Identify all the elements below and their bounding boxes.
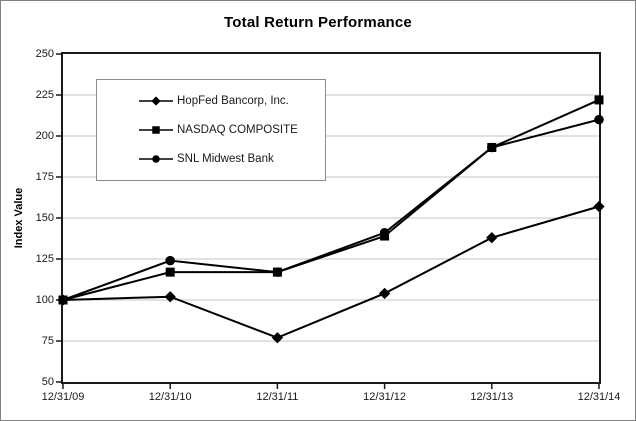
chart-title: Total Return Performance bbox=[224, 14, 412, 31]
y-tick-label: 50 bbox=[41, 376, 54, 388]
x-tick-label: 12/31/12 bbox=[363, 391, 406, 403]
y-tick-label: 200 bbox=[35, 130, 54, 142]
square-marker bbox=[594, 95, 604, 105]
square-marker bbox=[152, 126, 160, 134]
series-line-snl-midwest-bank bbox=[62, 118, 600, 301]
x-tick-label: 12/31/09 bbox=[41, 391, 85, 403]
diamond-marker bbox=[151, 96, 161, 106]
circle-marker bbox=[152, 155, 160, 164]
circle-marker bbox=[594, 114, 604, 125]
y-tick-label: 100 bbox=[35, 294, 54, 306]
y-tick-label: 150 bbox=[35, 212, 54, 224]
circle-legend-icon bbox=[139, 155, 173, 164]
diamond-marker bbox=[378, 287, 391, 300]
y-tick-label: 75 bbox=[41, 335, 54, 347]
square-marker bbox=[380, 231, 390, 241]
y-tick-label: 125 bbox=[35, 253, 54, 265]
diamond-marker bbox=[164, 291, 176, 303]
square-marker bbox=[165, 267, 175, 277]
legend-label: HopFed Bancorp, Inc. bbox=[177, 94, 289, 107]
diamond-marker bbox=[271, 332, 284, 344]
legend-label: NASDAQ COMPOSITE bbox=[177, 123, 298, 136]
square-marker bbox=[487, 142, 497, 152]
diamond-marker bbox=[593, 200, 605, 213]
legend-item-hopfed-bancorp-inc: HopFed Bancorp, Inc. bbox=[139, 91, 325, 111]
legend-item-nasdaq-composite: NASDAQ COMPOSITE bbox=[139, 120, 325, 140]
y-tick-label: 225 bbox=[35, 89, 54, 101]
legend-label: SNL Midwest Bank bbox=[177, 153, 274, 166]
series-line-nasdaq-composite bbox=[62, 99, 600, 301]
x-tick-label: 12/31/14 bbox=[577, 391, 621, 403]
series-line-hopfed-bancorp-inc bbox=[62, 205, 600, 339]
y-tick-label: 250 bbox=[35, 48, 54, 60]
diamond-marker bbox=[486, 232, 498, 244]
legend-box: HopFed Bancorp, Inc. NASDAQ COMPOSITE SNL … bbox=[96, 79, 326, 181]
x-tick-label: 12/31/13 bbox=[470, 391, 514, 403]
circle-marker bbox=[165, 255, 175, 266]
square-marker bbox=[272, 267, 282, 277]
legend-item-snl-midwest-bank: SNL Midwest Bank bbox=[139, 149, 325, 169]
x-tick-label: 12/31/10 bbox=[148, 391, 192, 403]
y-tick-label: 175 bbox=[35, 171, 54, 183]
diamond-legend-icon bbox=[139, 96, 173, 106]
x-tick-label: 12/31/11 bbox=[256, 391, 299, 403]
square-legend-icon bbox=[139, 126, 173, 134]
